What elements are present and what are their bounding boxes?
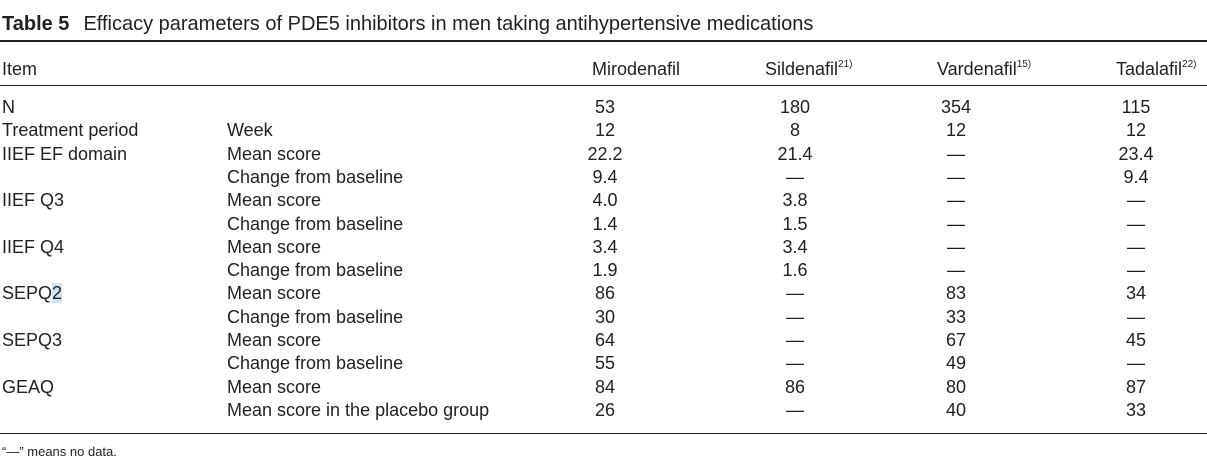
- header-sildenafil-label: Sildenafil: [765, 59, 839, 79]
- cell-tadalafil: 9.4: [1123, 167, 1149, 187]
- cell-vardenafil: —: [947, 237, 965, 257]
- cell-mirodenafil: 22.2: [587, 144, 623, 164]
- cell-vardenafil: 80: [945, 377, 967, 397]
- cell-sildenafil: 1.5: [782, 214, 808, 234]
- cell-mirodenafil: 4.0: [592, 190, 618, 210]
- cell-sildenafil: —: [786, 353, 804, 373]
- header-item: Item: [2, 59, 38, 79]
- cell-sildenafil: 3.4: [782, 237, 808, 257]
- cell-tadalafil: 23.4: [1118, 144, 1154, 164]
- header-mirodenafil: Mirodenafil: [592, 59, 681, 79]
- cell-sildenafil: 180: [779, 97, 811, 117]
- cell-vardenafil: 12: [945, 120, 967, 140]
- cell-vardenafil: —: [947, 167, 965, 187]
- cell-tadalafil: —: [1127, 260, 1145, 280]
- cell-vardenafil: 83: [945, 283, 967, 303]
- cell-tadalafil: —: [1127, 214, 1145, 234]
- cell-mirodenafil: 12: [594, 120, 616, 140]
- cell-mirodenafil: 30: [594, 307, 616, 327]
- header-rule: [0, 85, 1207, 86]
- cell-subitem: Mean score: [227, 190, 322, 210]
- cell-sildenafil: 8: [789, 120, 800, 140]
- cell-vardenafil: —: [947, 214, 965, 234]
- cell-sildenafil: —: [786, 307, 804, 327]
- cell-vardenafil: —: [947, 144, 965, 164]
- cell-item: IIEF EF domain: [2, 144, 128, 164]
- cell-vardenafil: —: [947, 190, 965, 210]
- table-caption: Table 5 Efficacy parameters of PDE5 inhib…: [2, 12, 813, 36]
- cell-tadalafil: —: [1127, 307, 1145, 327]
- cell-mirodenafil: 86: [594, 283, 616, 303]
- cell-subitem: Change from baseline: [227, 214, 404, 234]
- cell-subitem: Mean score: [227, 283, 322, 303]
- cell-subitem: Mean score: [227, 237, 322, 257]
- cell-sildenafil: 3.8: [782, 190, 808, 210]
- cell-subitem: Change from baseline: [227, 353, 404, 373]
- cell-vardenafil: —: [947, 260, 965, 280]
- header-vardenafil-label: Vardenafil: [937, 59, 1017, 79]
- cell-subitem: Change from baseline: [227, 167, 404, 187]
- cell-item: N: [2, 97, 15, 117]
- cell-mirodenafil: 84: [594, 377, 616, 397]
- footnote: “—” means no data.: [2, 444, 117, 459]
- header-sildenafil-ref: 21): [838, 59, 853, 70]
- cell-vardenafil: 40: [945, 400, 967, 420]
- cell-mirodenafil: 64: [594, 330, 616, 350]
- header-tadalafil: Tadalafil22): [1116, 58, 1197, 80]
- cell-item: GEAQ: [2, 377, 55, 397]
- cell-vardenafil: 33: [945, 307, 967, 327]
- cell-item: SEPQ2: [2, 283, 63, 303]
- cell-tadalafil: 12: [1125, 120, 1147, 140]
- top-rule: [0, 40, 1207, 42]
- cell-subitem: Mean score in the placebo group: [227, 400, 490, 420]
- cell-sildenafil: —: [786, 400, 804, 420]
- cell-item: IIEF Q4: [2, 237, 65, 257]
- bottom-rule: [0, 433, 1207, 434]
- cell-item: SEPQ3: [2, 330, 63, 350]
- cell-tadalafil: 87: [1125, 377, 1147, 397]
- header-vardenafil: Vardenafil15): [937, 58, 1031, 80]
- cell-mirodenafil: 26: [594, 400, 616, 420]
- cell-tadalafil: 115: [1121, 97, 1151, 117]
- cell-vardenafil: 49: [945, 353, 967, 373]
- cell-vardenafil: 67: [945, 330, 967, 350]
- cell-item: Treatment period: [2, 120, 139, 140]
- cell-mirodenafil: 53: [594, 97, 616, 117]
- cell-mirodenafil: 3.4: [592, 237, 618, 257]
- header-tadalafil-label: Tadalafil: [1116, 59, 1183, 79]
- cell-subitem: Change from baseline: [227, 260, 404, 280]
- cell-tadalafil: —: [1127, 190, 1145, 210]
- selection-highlight: 2: [52, 283, 63, 303]
- cell-sildenafil: 1.6: [782, 260, 808, 280]
- cell-sildenafil: —: [786, 330, 804, 350]
- cell-mirodenafil: 9.4: [592, 167, 618, 187]
- table-title: Efficacy parameters of PDE5 inhibitors i…: [83, 13, 814, 35]
- cell-mirodenafil: 1.4: [592, 214, 618, 234]
- header-sildenafil: Sildenafil21): [765, 58, 853, 80]
- header-tadalafil-ref: 22): [1182, 59, 1197, 70]
- cell-sildenafil: —: [786, 283, 804, 303]
- cell-sildenafil: 21.4: [777, 144, 813, 164]
- header-vardenafil-ref: 15): [1016, 59, 1032, 70]
- cell-tadalafil: 45: [1125, 330, 1147, 350]
- cell-tadalafil: —: [1127, 237, 1145, 257]
- cell-sildenafil: 86: [784, 377, 806, 397]
- cell-tadalafil: —: [1127, 353, 1145, 373]
- table-label: Table 5: [2, 13, 70, 35]
- cell-item: IIEF Q3: [2, 190, 65, 210]
- cell-subitem: Mean score: [227, 330, 322, 350]
- cell-sildenafil: —: [786, 167, 804, 187]
- cell-mirodenafil: 55: [594, 353, 616, 373]
- cell-subitem: Change from baseline: [227, 307, 404, 327]
- cell-tadalafil: 33: [1125, 400, 1147, 420]
- cell-subitem: Week: [227, 120, 273, 140]
- cell-subitem: Mean score: [227, 377, 322, 397]
- cell-vardenafil: 354: [940, 97, 972, 117]
- cell-tadalafil: 34: [1125, 283, 1147, 303]
- cell-subitem: Mean score: [227, 144, 322, 164]
- cell-mirodenafil: 1.9: [592, 260, 618, 280]
